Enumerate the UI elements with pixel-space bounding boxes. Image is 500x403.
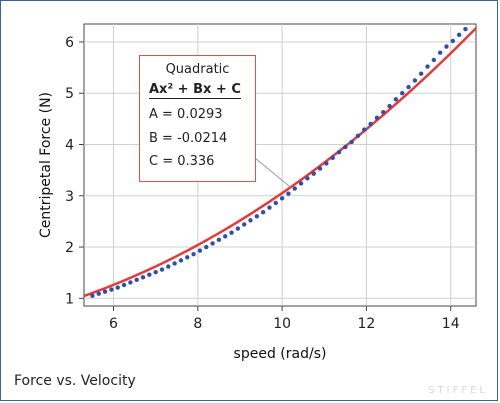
data-point [317,166,323,171]
data-point [305,176,310,181]
data-point [273,200,278,206]
y-tick-label: 2 [65,240,74,256]
data-point [115,285,120,290]
data-point [368,121,373,127]
data-point [191,252,196,257]
data-point [178,258,184,263]
data-point [159,267,165,272]
data-point [393,97,399,102]
data-point [412,78,418,83]
data-point [185,255,190,260]
y-tick-label: 4 [65,137,74,153]
data-point [381,109,386,115]
data-point [153,269,158,275]
data-point [223,234,228,239]
chart-caption: Force vs. Velocity [14,373,136,389]
data-point [387,103,392,109]
data-point [444,44,449,49]
data-point [197,248,203,253]
y-tick-label: 1 [65,291,74,307]
data-point [336,149,342,155]
fit-equation: Ax² + Bx + C [149,82,241,99]
data-point [286,191,291,196]
data-point [349,139,354,145]
data-point [362,127,367,132]
x-tick-label: 14 [442,316,460,332]
data-point [147,272,152,277]
data-point [431,57,437,63]
data-point [121,282,127,288]
data-point [248,218,253,223]
data-point [324,161,329,166]
fit-param-c: C = 0.336 [149,154,215,169]
data-point [437,50,443,55]
data-point [102,289,108,294]
fit-param-b: B = -0.0214 [149,131,228,146]
data-point [134,277,139,283]
fit-layer [83,27,477,298]
fit-box-leader-line [254,157,291,188]
data-point [267,205,272,210]
data-point [279,196,285,201]
x-tick-label: 10 [273,316,291,332]
data-point [450,38,456,44]
data-point [109,287,114,292]
data-point [254,214,260,219]
x-axis-label: speed (rad/s) [234,346,327,362]
data-point [400,91,405,96]
y-tick-label: 5 [65,86,74,102]
data-point [140,275,146,280]
data-point [241,222,247,227]
y-tick-label: 3 [65,189,74,205]
y-axis-label: Centripetal Force (N) [38,92,54,238]
x-tick-label: 6 [109,316,118,332]
y-tick-label: 6 [65,35,74,51]
data-point [216,237,222,243]
x-tick-label: 12 [357,316,375,332]
data-point [419,71,424,76]
data-point [166,264,171,269]
data-point [90,293,95,298]
data-point [343,144,348,150]
data-point [229,230,234,235]
data-point [298,181,304,186]
data-point [128,280,133,285]
data-point [292,186,297,191]
data-point [330,155,335,161]
data-point [456,32,462,37]
data-point [374,115,380,121]
data-point [172,261,177,266]
data-point [355,133,361,138]
fit-info-box[interactable]: Quadratic Ax² + Bx + C A = 0.0293 B = -0… [139,55,256,182]
data-points [90,26,468,298]
data-point [463,26,468,32]
data-point [235,226,241,231]
data-point [96,291,101,296]
fit-param-a: A = 0.0293 [149,107,223,122]
watermark: STIFFEL [428,385,488,396]
data-point [210,241,215,246]
fit-title: Quadratic [165,62,230,77]
data-point [311,171,316,176]
data-point [425,64,430,69]
x-tick-label: 8 [193,316,202,332]
data-point [406,84,411,90]
fit-curve [83,27,477,298]
data-point [204,244,209,250]
data-point [260,209,266,215]
